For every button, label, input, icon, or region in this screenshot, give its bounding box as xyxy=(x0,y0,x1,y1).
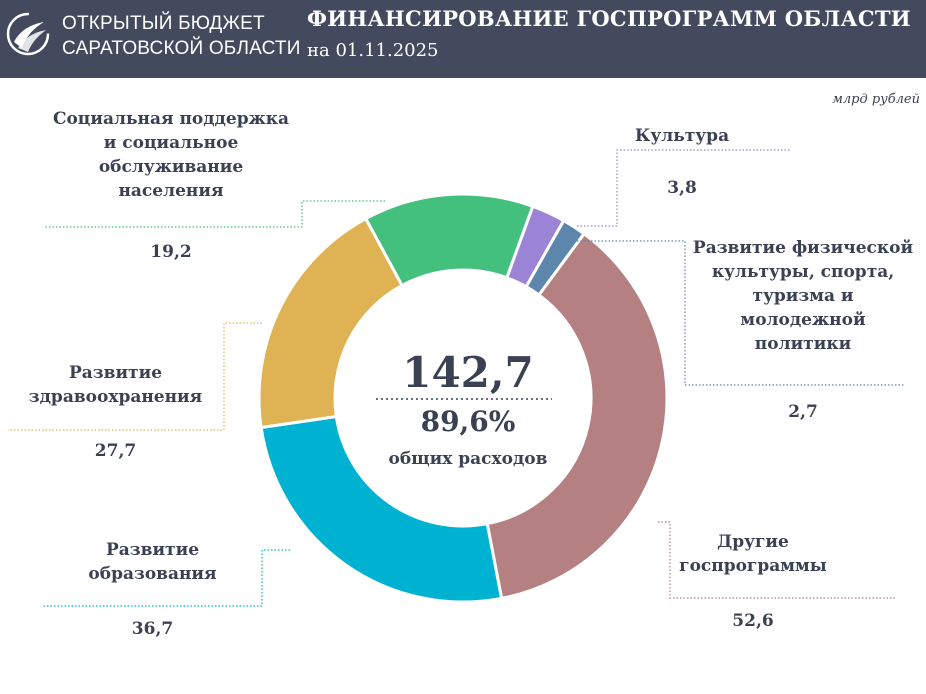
leader-line xyxy=(8,322,262,431)
leader-line xyxy=(658,521,895,599)
header-bar: ОТКРЫТЫЙ БЮДЖЕТ САРАТОВСКОЙ ОБЛАСТИ ФИНА… xyxy=(0,0,926,78)
leader-line xyxy=(42,549,290,607)
total-value: 142,7 xyxy=(402,348,534,397)
slice-label: Развитие образования xyxy=(88,540,217,584)
brand-line-2: САРАТОВСКОЙ ОБЛАСТИ xyxy=(62,38,301,59)
leader-line xyxy=(577,240,905,386)
slice-label: Социальная поддержка и социальное обслуж… xyxy=(52,109,290,201)
share-caption: общих расходов xyxy=(388,449,548,469)
slice-label: Развитие физической культуры, спорта, ту… xyxy=(692,238,914,354)
donut-slice xyxy=(485,231,669,601)
slice-label: Развитие здравоохранения xyxy=(28,363,203,407)
slice-value: 3,8 xyxy=(667,178,697,198)
page-subtitle: на 01.11.2025 xyxy=(307,40,439,61)
brand-line-1: ОТКРЫТЫЙ БЮДЖЕТ xyxy=(62,13,265,34)
slice-value: 19,2 xyxy=(150,242,192,262)
slice-value: 36,7 xyxy=(131,619,174,639)
slice-value: 27,7 xyxy=(94,441,137,461)
leader-line xyxy=(44,200,385,228)
slice-value: 2,7 xyxy=(788,402,818,422)
page-title: ФИНАНСИРОВАНИЕ ГОСПРОГРАММ ОБЛАСТИ xyxy=(307,6,911,31)
share-value: 89,6% xyxy=(420,405,516,438)
slice-label: Другие госпрограммы xyxy=(679,532,827,576)
donut-slice xyxy=(259,414,504,604)
slice-value: 52,6 xyxy=(732,611,774,631)
donut-slice xyxy=(363,192,535,288)
leader-line xyxy=(577,149,790,227)
unit-label: млрд рублей xyxy=(832,92,920,107)
slice-label: Культура xyxy=(634,126,730,146)
swirl-logo-icon xyxy=(6,12,50,56)
